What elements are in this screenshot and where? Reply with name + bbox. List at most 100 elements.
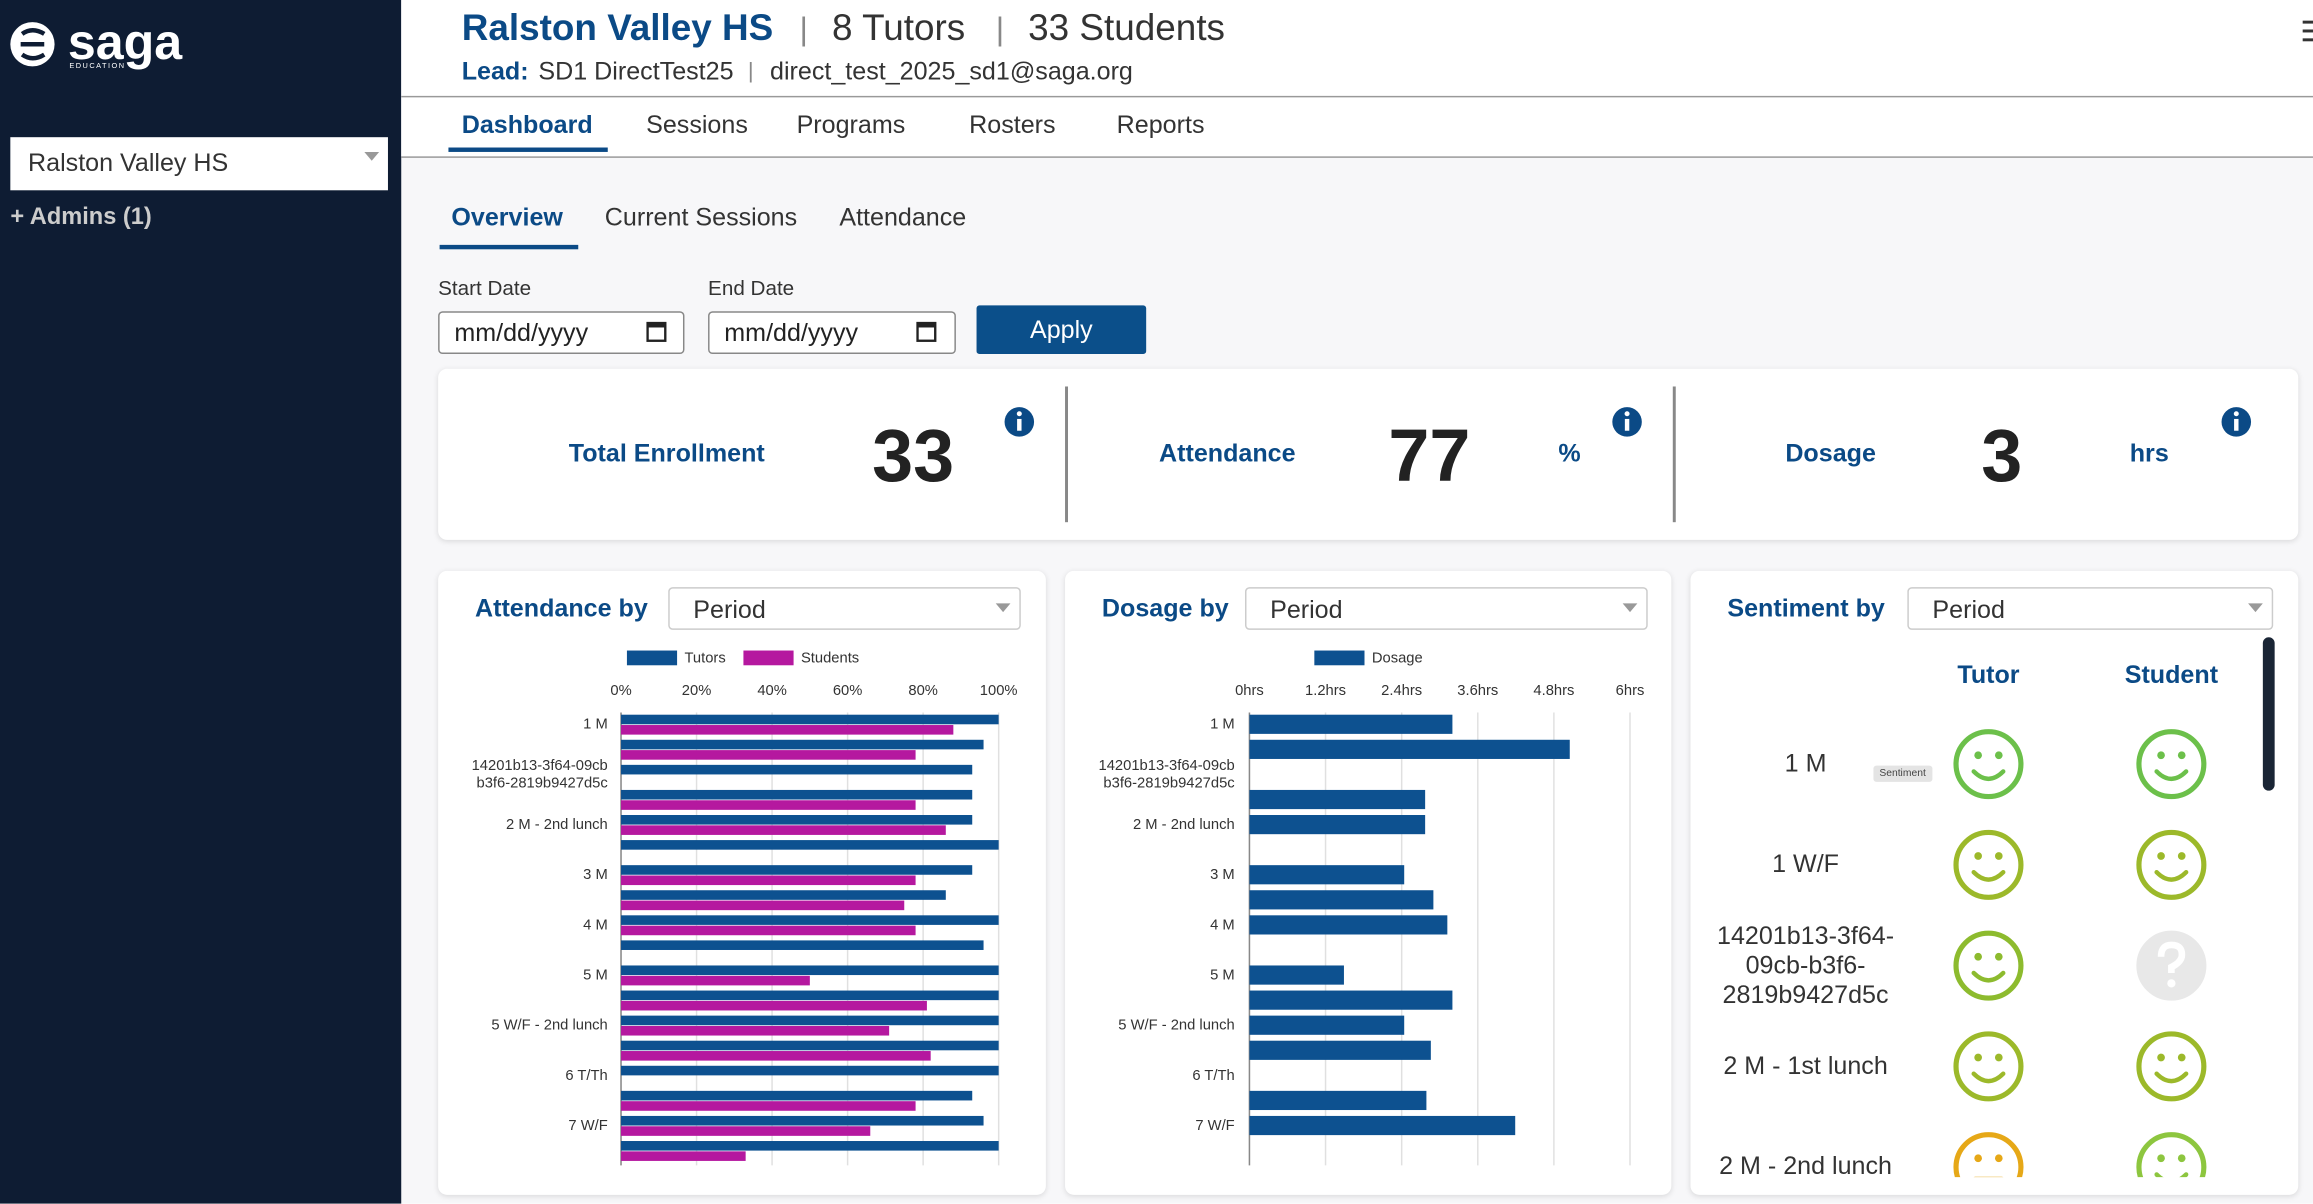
- category-label: 1 M: [583, 716, 608, 733]
- bar: [621, 990, 999, 1001]
- bar: [621, 815, 973, 825]
- category-label: 3 M: [583, 866, 608, 883]
- bar: [621, 840, 999, 850]
- faces: [1953, 729, 2207, 1178]
- subnav-tab[interactable]: Attendance: [839, 203, 967, 232]
- stat-label: Attendance: [1159, 439, 1296, 468]
- divider: [1065, 386, 1068, 523]
- select-text: Period: [1270, 595, 1343, 624]
- student-face-eye: [2157, 751, 2165, 760]
- scrollbar[interactable]: [2262, 637, 2275, 791]
- divider: [401, 95, 2313, 98]
- bar: [621, 1101, 916, 1111]
- apply-button[interactable]: Apply: [976, 305, 1147, 355]
- chart-title: Attendance by: [474, 594, 648, 623]
- subnav-tab[interactable]: Overview: [451, 203, 563, 232]
- stat-value: 3: [1981, 414, 2023, 498]
- admins[interactable]: + Admins (1): [10, 205, 152, 231]
- x-tick-label: 80%: [908, 683, 938, 699]
- x-tick-label: 3.6hrs: [1457, 683, 1498, 699]
- tooltip: Sentiment: [1873, 765, 1932, 782]
- category-label: 3 M: [1210, 866, 1235, 883]
- x-tick-label: 40%: [757, 683, 787, 699]
- legend-swatch: [626, 650, 678, 666]
- menu-icon[interactable]: [2302, 20, 2313, 42]
- stat-unit: hrs: [2129, 439, 2169, 468]
- chart-select[interactable]: Period: [1245, 587, 1648, 630]
- column-header: Student: [2124, 660, 2219, 689]
- lead-name: SD1 DirectTest25: [538, 57, 734, 86]
- bar: [1249, 990, 1453, 1010]
- bar: [621, 1040, 999, 1051]
- bar: [621, 900, 905, 911]
- subnav-tab[interactable]: Current Sessions: [604, 203, 798, 232]
- category-label: 14201b13-3f64-09cb b3f6-2819b9427d5c: [1098, 757, 1235, 792]
- nav-tab[interactable]: Dashboard: [461, 110, 593, 139]
- student-face: [2136, 829, 2207, 900]
- sentiment-select[interactable]: Period: [1907, 587, 2274, 630]
- bar: [621, 965, 999, 976]
- legend-swatch: [1314, 650, 1365, 666]
- sidebar: [0, 0, 402, 1204]
- start-date[interactable]: mm/dd/yyyy: [438, 311, 685, 355]
- tutor-face: [1953, 1031, 2024, 1102]
- info-icon: [1016, 411, 1022, 417]
- bar: [621, 1151, 746, 1161]
- bar: [621, 925, 916, 936]
- tutor-face-mouth: [1971, 870, 2006, 882]
- placeholder: mm/dd/yyyy: [724, 318, 859, 347]
- bar: [621, 1141, 999, 1151]
- end-date[interactable]: mm/dd/yyyy: [708, 311, 956, 355]
- bar: [621, 890, 946, 900]
- school-select[interactable]: Ralston Valley HS: [10, 137, 388, 191]
- student-face-eye: [2177, 1053, 2186, 1062]
- students: 33 Students: [1028, 7, 1226, 49]
- bar: [1249, 714, 1453, 734]
- category-label: 7 W/F: [1195, 1117, 1235, 1134]
- calendar-icon: [916, 321, 937, 342]
- student-face-eye: [2157, 852, 2165, 860]
- category-label: 14201b13-3f64-09cb b3f6-2819b9427d5c: [471, 757, 608, 792]
- column-header: Tutor: [1957, 660, 2020, 689]
- bar: [621, 1000, 927, 1011]
- bar: [1249, 965, 1344, 985]
- start-label: Start Date: [438, 275, 532, 300]
- bar: [1249, 1115, 1516, 1136]
- bar: [621, 1065, 999, 1076]
- tab-underline: [439, 244, 579, 250]
- tutor-face-mouth: [1971, 970, 2006, 983]
- bar: [621, 800, 916, 810]
- nav-tab[interactable]: Reports: [1116, 110, 1205, 139]
- nav-tab[interactable]: Rosters: [969, 110, 1056, 139]
- stats-card: [438, 368, 2299, 540]
- student-face-mouth: [2154, 870, 2189, 882]
- bar: [621, 915, 999, 925]
- nav-tab[interactable]: Sessions: [646, 110, 748, 139]
- sentiment-title: Sentiment by: [1727, 594, 1885, 623]
- student-face: [2136, 729, 2207, 800]
- info-icon: [1624, 418, 1630, 431]
- bar: [621, 750, 916, 760]
- divider: [401, 156, 2313, 158]
- tutor-face: [1953, 829, 2024, 900]
- tutor-face-eye: [1974, 1053, 1982, 1062]
- bar: [621, 714, 999, 725]
- tutor-face-eye: [1974, 1154, 1982, 1163]
- logo-icon: [10, 22, 55, 67]
- category-label: 6 T/Th: [565, 1067, 608, 1084]
- category-label: 5 W/F - 2nd lunch: [491, 1017, 608, 1034]
- school-select-text: Ralston Valley HS: [28, 148, 229, 178]
- bar: [1249, 890, 1434, 910]
- legend-label: Tutors: [684, 650, 725, 666]
- tutor-face-eye: [1994, 751, 2003, 760]
- tutor-face: [1953, 930, 2024, 1001]
- stat-label: Dosage: [1785, 439, 1876, 468]
- row-label: 14201b13-3f64-09cb-b3f6-2819b9427d5c: [1717, 921, 1895, 1009]
- chart-select[interactable]: Period: [668, 587, 1021, 630]
- nav-tab[interactable]: Programs: [796, 110, 906, 139]
- x-tick-label: 6hrs: [1616, 683, 1645, 699]
- lead-label: Lead:: [461, 57, 529, 86]
- student-face-mark: [2157, 941, 2186, 973]
- student-face-eye: [2177, 751, 2186, 760]
